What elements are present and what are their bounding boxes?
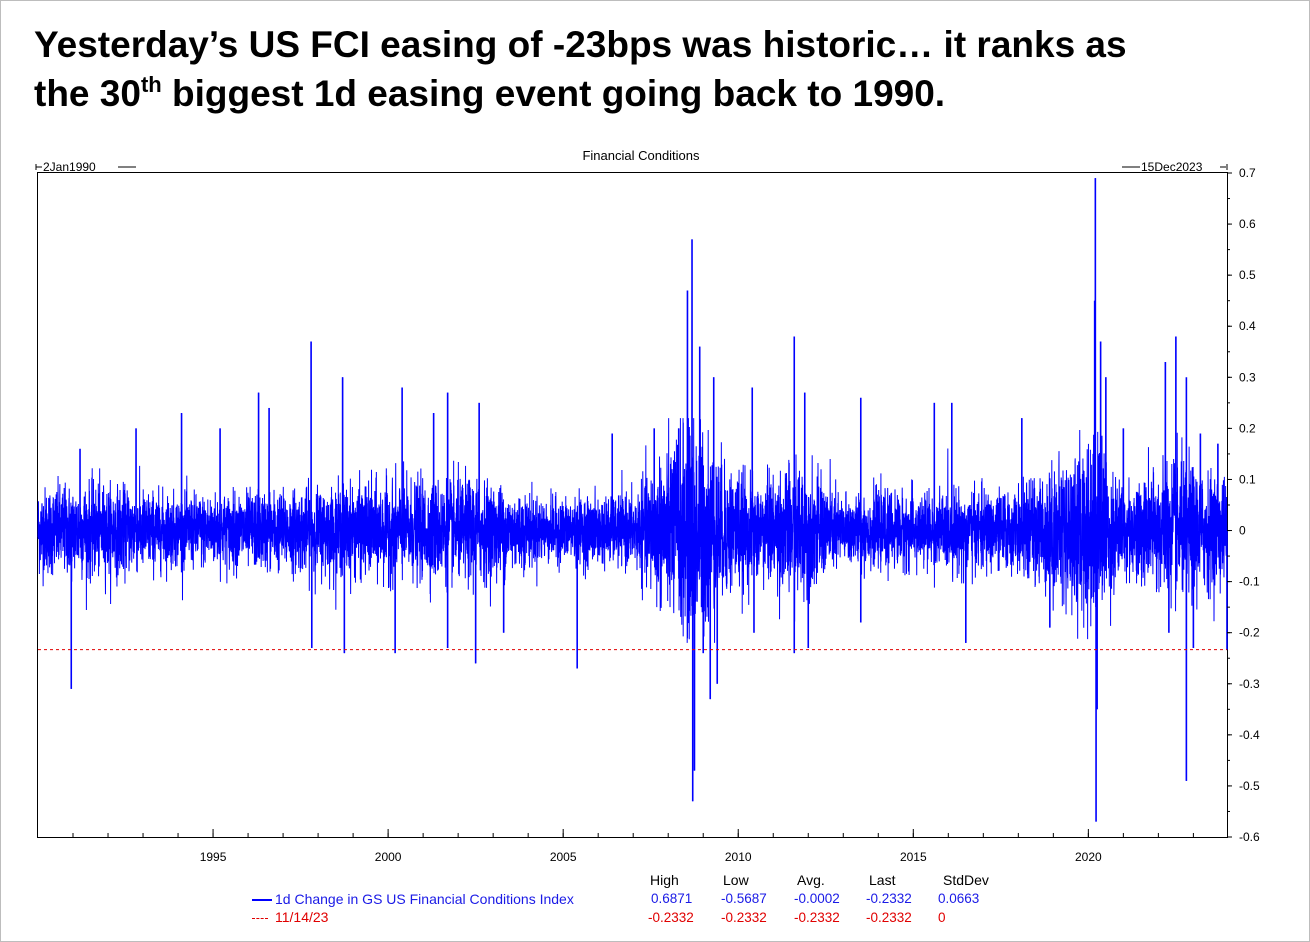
y-tick-label: -0.3 (1239, 677, 1260, 691)
series-layer (37, 178, 1228, 822)
stat-header-last: Last (869, 872, 896, 888)
fci-avg: -0.0002 (794, 891, 840, 906)
y-tick-label: -0.4 (1239, 728, 1260, 742)
y-tick-label: -0.6 (1239, 830, 1260, 844)
fci-series-line (37, 178, 1228, 822)
stat-header-low: Low (723, 872, 749, 888)
y-tick-label: -0.1 (1239, 575, 1260, 589)
x-tick-label: 2015 (900, 850, 927, 864)
start-date-label: 2Jan1990 (43, 160, 96, 174)
headline-ordinal-suffix: th (140, 72, 162, 97)
x-tick-label: 2020 (1075, 850, 1102, 864)
ref-low: -0.2332 (721, 910, 767, 925)
y-axis: 0.7 0.6 0.5 0.4 0.3 0.2 0.1 0 -0.1 -0.2 -0.3 -0.4 -0… (1227, 166, 1260, 844)
headline-line-1: Yesterday’s US FCI easing of -23bps was … (34, 24, 1127, 65)
fci-last: -0.2332 (866, 891, 912, 906)
ref-stddev: 0 (938, 910, 946, 925)
range-label-start: 2Jan1990 (35, 160, 136, 174)
x-tick-label: 2010 (725, 850, 752, 864)
headline-line-2-start: the 30 (34, 73, 141, 114)
headline: Yesterday’s US FCI easing of -23bps was … (34, 20, 1284, 118)
chart-title: Financial Conditions (582, 148, 700, 163)
x-tick-label: 2005 (550, 850, 577, 864)
fci-high: 0.6871 (651, 891, 693, 906)
end-date-label: 15Dec2023 (1141, 160, 1203, 174)
y-tick-label: 0.7 (1239, 166, 1256, 180)
y-tick-label: 0.3 (1239, 370, 1256, 384)
x-tick-label: 1995 (200, 850, 227, 864)
x-axis: 1995 2000 2005 2010 2015 2020 (72, 829, 1194, 864)
x-tick-label: 2000 (375, 850, 402, 864)
headline-line-2: the 30th biggest 1d easing event going b… (34, 69, 1284, 118)
y-tick-label: 0.1 (1239, 472, 1256, 486)
fci-low: -0.5687 (721, 891, 767, 906)
legend-item-reference: 11/14/23 (252, 909, 328, 925)
legend-item-fci: 1d Change in GS US Financial Conditions … (252, 891, 574, 907)
legend-swatch-solid (252, 899, 272, 902)
stat-header-high: High (650, 872, 679, 888)
legend-label-reference: 11/14/23 (275, 909, 329, 925)
stat-header-stddev: StdDev (943, 872, 989, 888)
y-tick-label: 0.5 (1239, 268, 1256, 282)
fci-stddev: 0.0663 (938, 891, 980, 906)
range-label-end: 15Dec2023 (1122, 160, 1228, 174)
legend-swatch-dashed (252, 917, 268, 919)
y-tick-label: 0.6 (1239, 217, 1256, 231)
stat-header-avg: Avg. (797, 872, 825, 888)
y-tick-label: -0.5 (1239, 779, 1260, 793)
y-tick-label: 0.4 (1239, 319, 1256, 333)
y-tick-label: 0 (1239, 524, 1246, 538)
y-tick-label: -0.2 (1239, 626, 1260, 640)
ref-high: -0.2332 (648, 910, 694, 925)
ref-last: -0.2332 (866, 910, 912, 925)
headline-line-2-end: biggest 1d easing event going back to 19… (161, 73, 946, 114)
ref-avg: -0.2332 (794, 910, 840, 925)
legend-label-fci: 1d Change in GS US Financial Conditions … (275, 891, 574, 907)
y-tick-label: 0.2 (1239, 421, 1256, 435)
